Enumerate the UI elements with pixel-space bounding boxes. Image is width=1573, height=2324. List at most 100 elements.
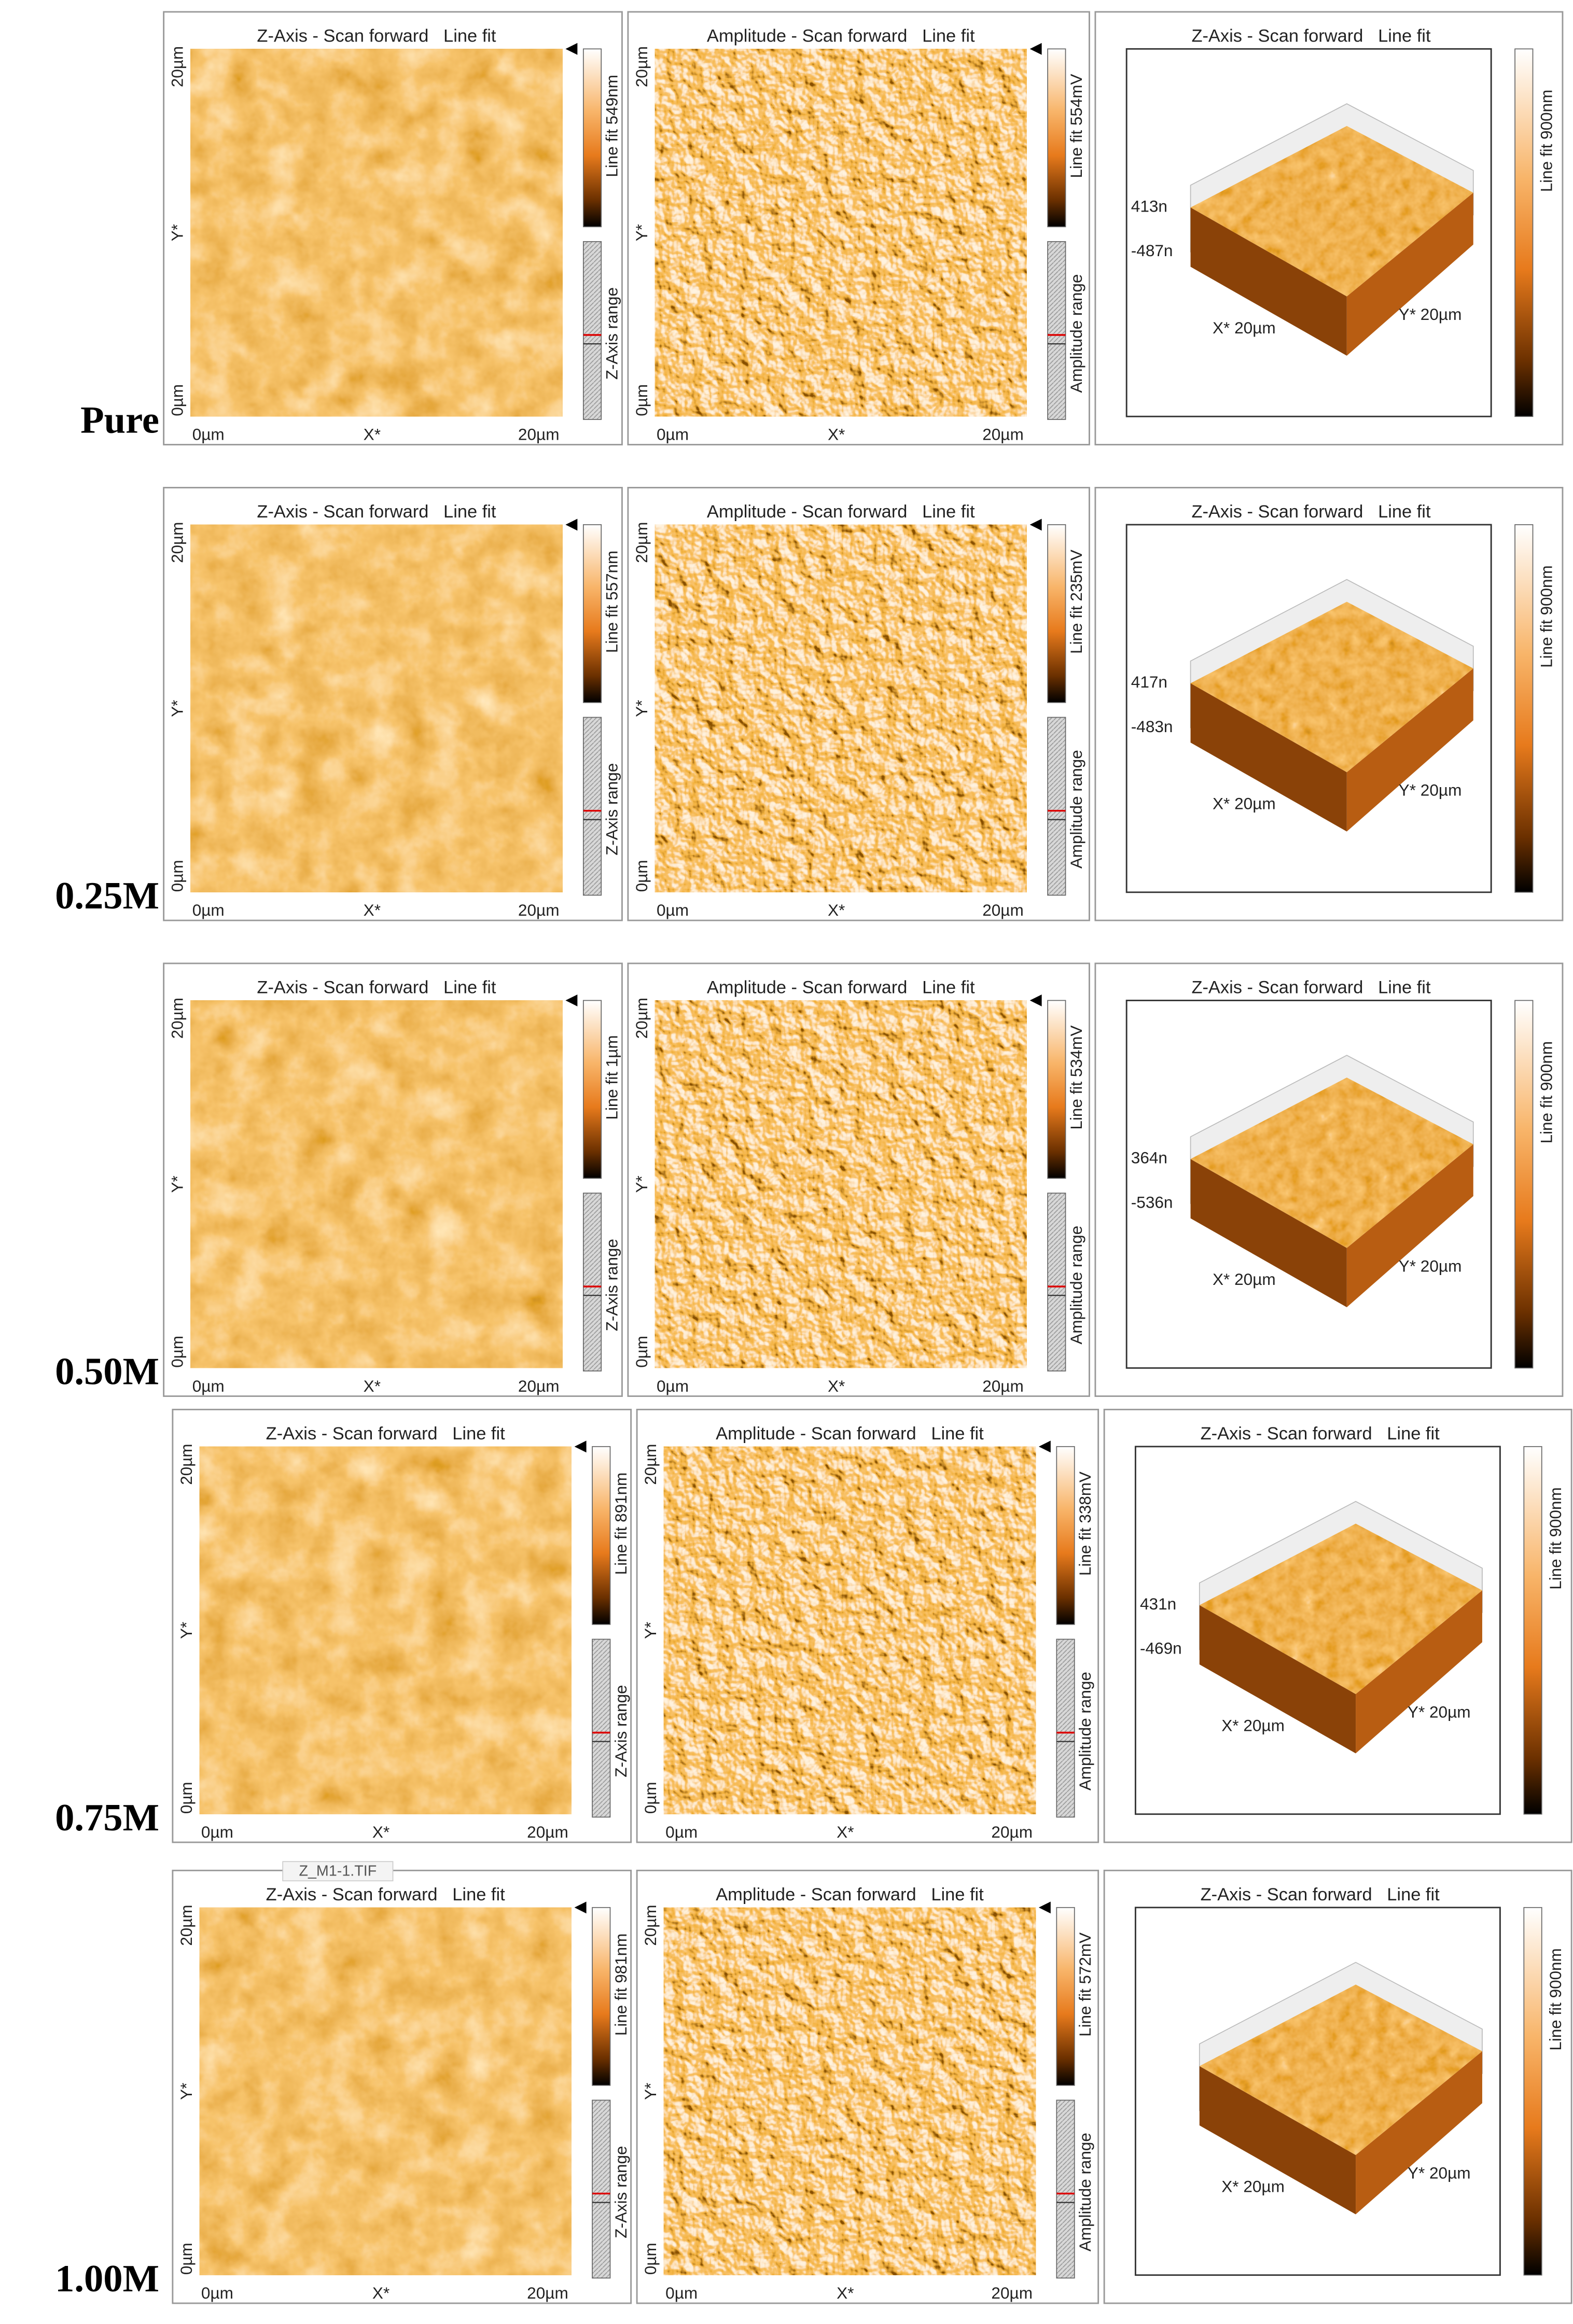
z-axis-label: -487n [1131, 241, 1173, 260]
y-axis-label: 0µm [632, 384, 651, 416]
x-axis-label: 0µm [657, 1377, 689, 1395]
right-wall [1346, 1144, 1473, 1308]
y-axis-label: 0µm [632, 1336, 651, 1368]
range-bar [592, 1639, 611, 1818]
marker [565, 519, 578, 531]
marker [1029, 43, 1042, 55]
y-axis-label: 20µm [632, 522, 651, 563]
marker [565, 43, 578, 55]
scale-label: Line fit 900nm [1537, 1041, 1556, 1143]
scale-label: Line fit 557nm [602, 551, 621, 653]
panel-title: Amplitude - Scan forward Line fit [707, 502, 975, 522]
z-axis-label: 431n [1140, 1594, 1176, 1613]
panel-title: Z-Axis - Scan forward Line fit [1191, 502, 1431, 522]
x-axis-label: 0µm [657, 425, 689, 444]
color-bar [1523, 1907, 1542, 2276]
scan-panel: Amplitude - Scan forward Line fit Line fi… [636, 1869, 1099, 2304]
z-axis-label: -536n [1131, 1193, 1173, 1211]
range-bar [1047, 1193, 1066, 1371]
surface-panel: Z-Axis - Scan forward Line fit Line fit 9… [1094, 486, 1564, 921]
y-axis-label: 20µm [177, 1905, 196, 1945]
x-axis-label: 20µm [982, 901, 1024, 919]
y-axis-label: Y* [632, 700, 651, 717]
scan-panel: Z-Axis - Scan forward Line fit Line fit 8… [172, 1408, 632, 1843]
scan-image [190, 524, 563, 892]
scan-image [190, 1000, 563, 1368]
x-axis-label: X* [828, 1377, 845, 1395]
y-axis-label: Y* [168, 700, 187, 717]
x-axis-label: 0µm [201, 1823, 233, 1841]
scan-panel: Z-Axis - Scan forward Line fit Line fit 9… [172, 1869, 632, 2304]
range-label: Amplitude range [1067, 274, 1085, 393]
color-bar [1047, 524, 1066, 703]
scale-label: Line fit 554mV [1067, 74, 1085, 178]
x-axis-label: 0µm [192, 1377, 225, 1395]
y-axis-label: 0µm [641, 1782, 660, 1814]
color-bar [582, 48, 602, 228]
color-bar [1047, 1000, 1066, 1179]
x-axis-label: X* [828, 901, 845, 919]
x-axis-label: X* 20µm [1213, 1270, 1276, 1289]
y-axis-label: Y* [177, 1622, 196, 1639]
y-axis-label: 0µm [177, 2243, 196, 2275]
x-axis-label: X* 20µm [1213, 794, 1276, 813]
x-axis-label: 0µm [665, 1823, 698, 1841]
tooltip-box [282, 1861, 394, 1882]
row-label: 0.75M [55, 1797, 159, 1839]
panel-title: Z-Axis - Scan forward Line fit [257, 26, 496, 46]
z-axis-label: 413n [1131, 197, 1167, 216]
surface-panel: Z-Axis - Scan forward Line fit Line fit 9… [1103, 1408, 1572, 1843]
range-label: Amplitude range [1076, 1672, 1094, 1790]
y-axis-label: 0µm [641, 2243, 660, 2275]
scale-label: Line fit 338mV [1076, 1472, 1094, 1576]
scan-panel: Amplitude - Scan forward Line fit Line fi… [627, 486, 1090, 921]
x-axis-label: X* 20µm [1221, 2177, 1285, 2195]
y-axis-label: 20µm [641, 1905, 660, 1945]
scale-label: Line fit 549nm [602, 75, 621, 177]
panel-title: Amplitude - Scan forward Line fit [707, 26, 975, 46]
surface-panel: Z-Axis - Scan forward Line fit Line fit 9… [1094, 962, 1564, 1397]
y-axis-label: 0µm [168, 860, 187, 892]
y-axis-label: 0µm [168, 384, 187, 416]
x-axis-label: 20µm [527, 1823, 568, 1841]
panel-title: Z-Axis - Scan forward Line fit [1191, 978, 1431, 998]
row-label: 0.50M [55, 1351, 159, 1393]
left-wall [1190, 207, 1347, 356]
scale-label: Line fit 900nm [1546, 1948, 1565, 2050]
marker [1029, 519, 1042, 531]
x-axis-label: X* [828, 425, 845, 444]
x-axis-label: X* [364, 901, 381, 919]
scan-image [663, 1907, 1036, 2275]
x-axis-label: 0µm [192, 901, 225, 919]
panel-title: Amplitude - Scan forward Line fit [716, 1424, 984, 1444]
range-label: Amplitude range [1076, 2133, 1094, 2251]
color-bar [592, 1907, 611, 2086]
x-axis-label: 0µm [201, 2284, 233, 2302]
range-label: Z-Axis range [602, 763, 621, 856]
y-axis-label: 0µm [168, 1336, 187, 1368]
color-bar [592, 1446, 611, 1625]
x-axis-label: 20µm [982, 425, 1024, 444]
x-axis-label: X* 20µm [1213, 318, 1276, 337]
color-bar [1056, 1446, 1075, 1625]
range-bar [1047, 717, 1066, 896]
y-axis-label: Y* 20µm [1399, 305, 1462, 324]
range-bar [1056, 1639, 1075, 1818]
scan-image [655, 49, 1027, 417]
y-axis-label: 20µm [168, 46, 187, 87]
scale-label: Line fit 900nm [1537, 565, 1556, 667]
y-axis-label: Y* [641, 1622, 660, 1639]
scale-label: Line fit 1µm [602, 1035, 621, 1119]
scale-label: Line fit 235mV [1067, 550, 1085, 654]
scale-label: Line fit 900nm [1537, 90, 1556, 192]
scan-image [199, 1907, 572, 2275]
row-label: 0.25M [55, 875, 159, 917]
scan-panel: Z-Axis - Scan forward Line fit Line fit 1… [163, 962, 623, 1397]
y-axis-label: 20µm [632, 998, 651, 1039]
y-axis-label: Y* [641, 2083, 660, 2100]
z-axis-label: -483n [1131, 717, 1173, 736]
color-bar [1523, 1446, 1542, 1815]
x-axis-label: 20µm [982, 1377, 1024, 1395]
